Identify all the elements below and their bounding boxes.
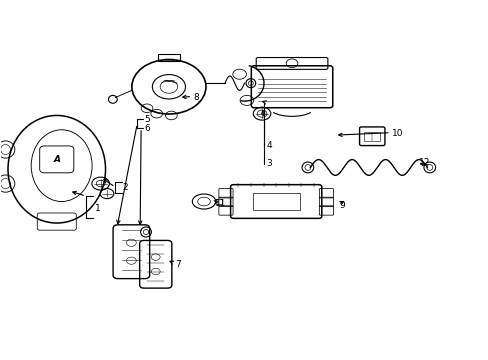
Text: 7: 7 (175, 260, 181, 269)
Text: 6: 6 (144, 123, 150, 132)
Text: 5: 5 (144, 114, 150, 123)
Text: 3: 3 (266, 159, 272, 168)
Text: 4: 4 (266, 141, 271, 150)
Text: 1: 1 (95, 204, 101, 213)
Bar (215, 199, 221, 204)
Bar (252, 193, 299, 211)
Bar (364, 132, 379, 140)
Text: 2: 2 (122, 183, 128, 192)
Text: 9: 9 (339, 201, 345, 210)
Bar (158, 54, 179, 61)
Text: 10: 10 (391, 129, 403, 138)
Text: A: A (53, 155, 60, 164)
Text: 11: 11 (214, 199, 226, 208)
Text: 8: 8 (193, 93, 199, 102)
Text: 12: 12 (418, 158, 429, 167)
